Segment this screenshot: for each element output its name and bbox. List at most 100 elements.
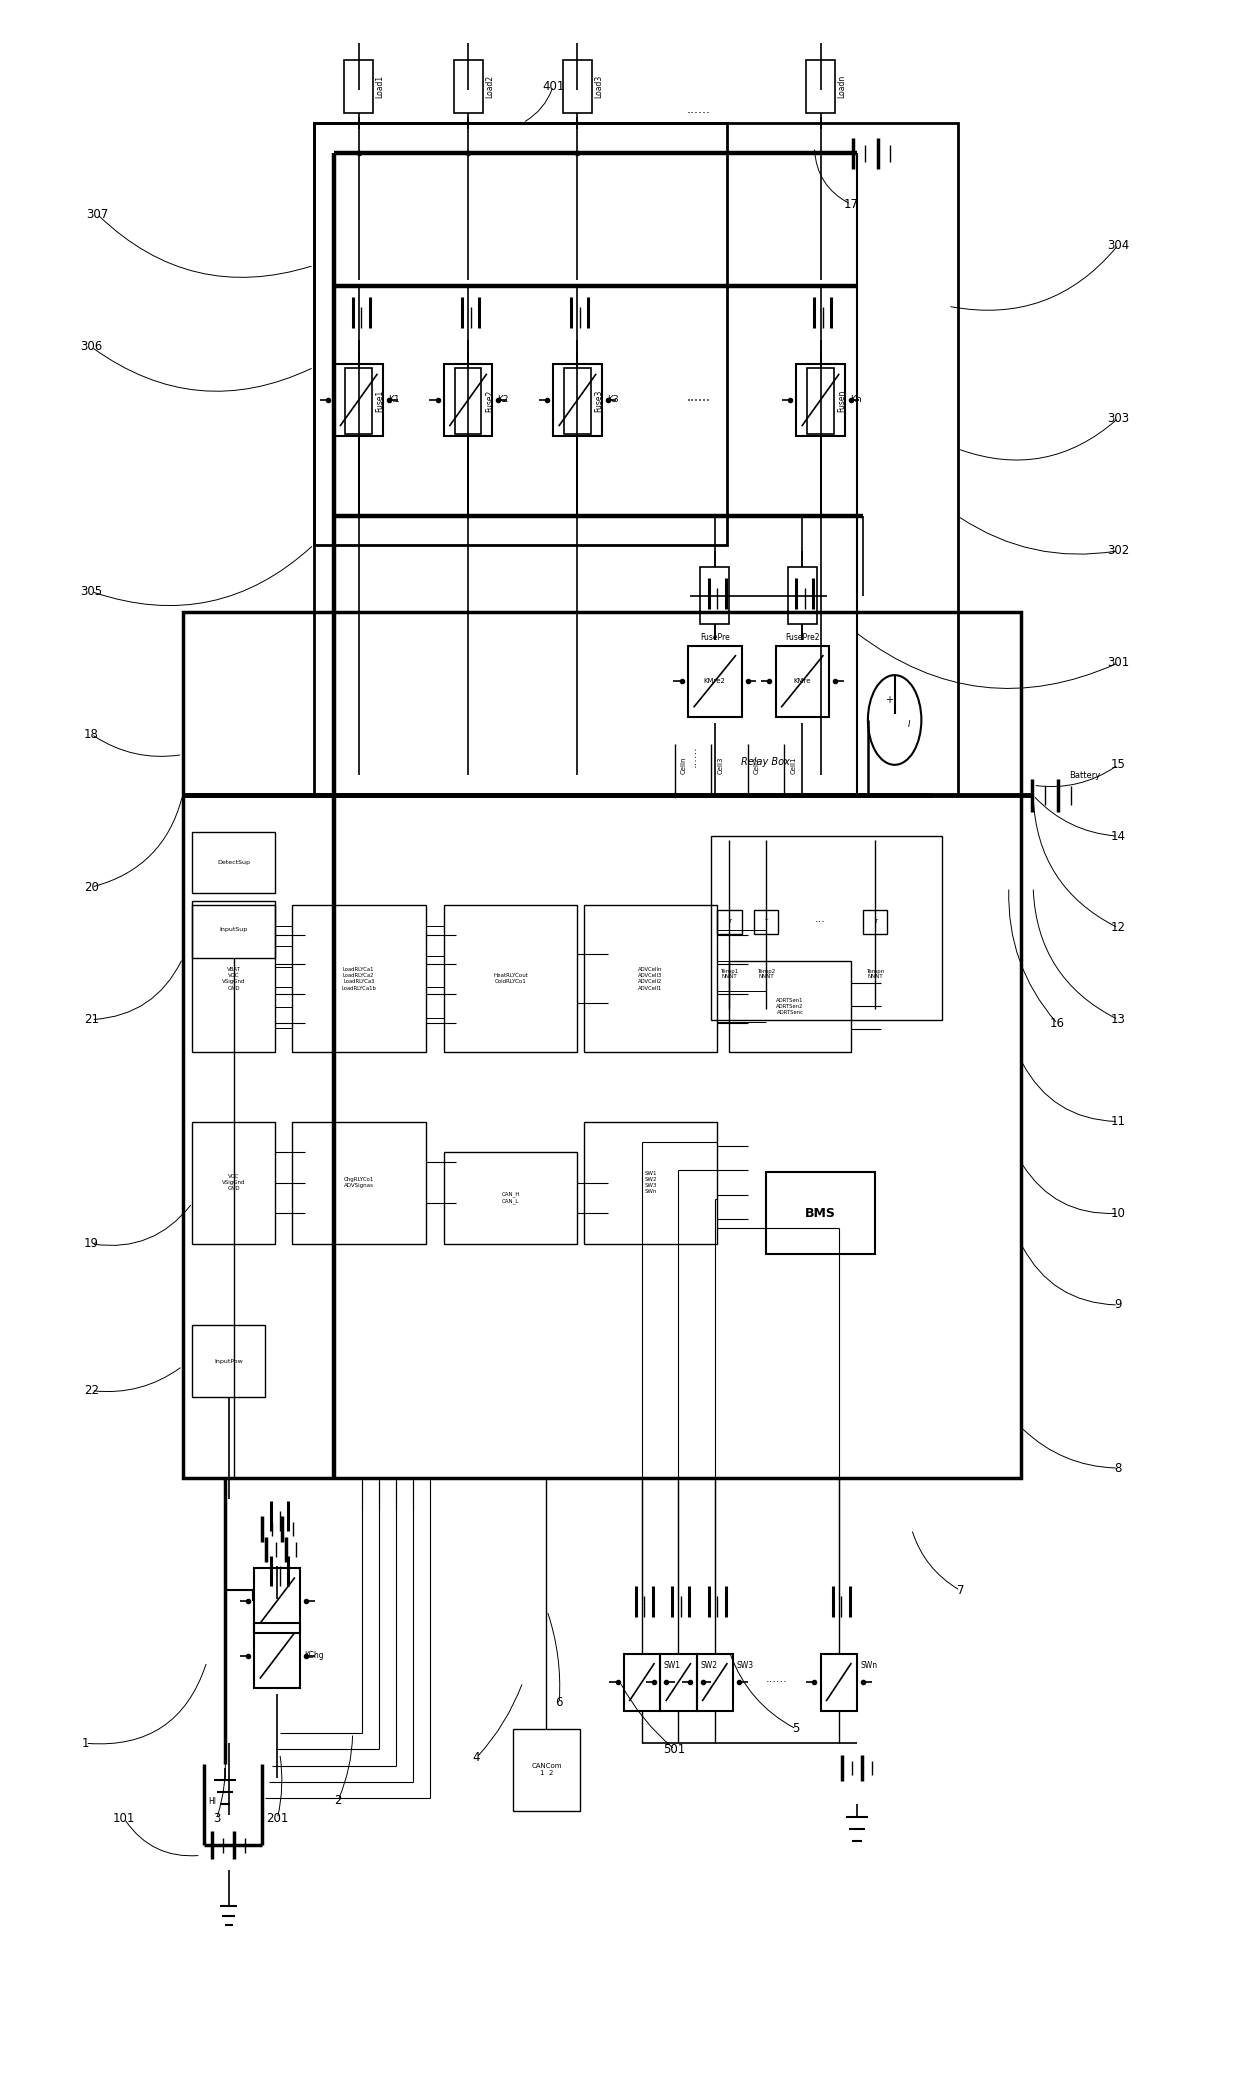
Text: 8: 8 — [1115, 1462, 1122, 1475]
Text: Celln: Celln — [681, 755, 687, 774]
Text: ChgRLYCo1
ADVSignas: ChgRLYCo1 ADVSignas — [343, 1177, 374, 1188]
Text: 501: 501 — [663, 1743, 686, 1756]
Text: 1: 1 — [82, 1737, 89, 1749]
Text: 2: 2 — [335, 1793, 342, 1808]
Bar — [455, 368, 481, 433]
Text: ...: ... — [815, 913, 826, 924]
Text: Kn: Kn — [849, 395, 862, 404]
Bar — [821, 1654, 857, 1710]
Text: ......: ...... — [687, 102, 711, 116]
Text: SW2: SW2 — [701, 1662, 717, 1670]
Text: Fuse1: Fuse1 — [376, 389, 384, 412]
Text: Fuse2: Fuse2 — [485, 389, 494, 412]
Text: Battery: Battery — [1070, 770, 1101, 780]
Text: K1: K1 — [388, 395, 399, 404]
Bar — [775, 645, 830, 718]
Text: Fuse3: Fuse3 — [594, 389, 604, 412]
Bar — [711, 836, 942, 1019]
Text: 4: 4 — [472, 1751, 480, 1764]
Text: Temp2
NNNT: Temp2 NNNT — [756, 969, 775, 980]
Text: 15: 15 — [1111, 759, 1126, 772]
Text: SWn: SWn — [861, 1662, 878, 1670]
Text: ADRTSen1
ADRTSen2
ADRTSenc: ADRTSen1 ADRTSen2 ADRTSenc — [776, 998, 804, 1015]
Text: 16: 16 — [1050, 1017, 1065, 1030]
Bar — [254, 1568, 300, 1633]
Text: 201: 201 — [267, 1812, 289, 1824]
Bar — [563, 60, 591, 112]
Bar — [584, 1121, 717, 1244]
Bar — [192, 901, 275, 959]
Text: 19: 19 — [84, 1238, 99, 1250]
Bar — [807, 368, 833, 433]
Text: KMre: KMre — [794, 678, 811, 684]
Text: K2: K2 — [497, 395, 508, 404]
Bar — [787, 568, 817, 624]
Text: DetectSup: DetectSup — [217, 861, 250, 865]
Text: 20: 20 — [84, 880, 99, 894]
Bar — [796, 364, 844, 435]
Text: 22: 22 — [84, 1383, 99, 1398]
Bar — [291, 1121, 425, 1244]
Text: Load3: Load3 — [594, 75, 604, 98]
Text: 6: 6 — [556, 1695, 563, 1710]
Text: 5: 5 — [792, 1722, 800, 1735]
Text: 7: 7 — [956, 1583, 963, 1597]
Bar — [697, 1654, 733, 1710]
Bar — [766, 1173, 875, 1254]
Text: Tempn
NNNT: Tempn NNNT — [866, 969, 884, 980]
Bar — [444, 905, 578, 1052]
Text: Loadn: Loadn — [837, 75, 847, 98]
Text: VBAT
VOC
VSigGnd
GND: VBAT VOC VSigGnd GND — [222, 967, 246, 990]
Bar — [688, 645, 742, 718]
Text: 305: 305 — [81, 584, 103, 599]
Bar — [624, 1654, 660, 1710]
Bar — [345, 60, 373, 112]
Bar — [291, 905, 425, 1052]
Text: T: T — [728, 919, 732, 924]
Text: Fusen: Fusen — [837, 389, 847, 412]
Text: 17: 17 — [843, 198, 858, 210]
Bar — [192, 832, 275, 892]
Text: 14: 14 — [1111, 830, 1126, 842]
Text: HI: HI — [208, 1797, 217, 1805]
Bar — [701, 568, 729, 624]
Text: Cell1: Cell1 — [790, 755, 796, 774]
Text: 303: 303 — [1107, 412, 1130, 424]
Bar — [564, 368, 590, 433]
Text: 302: 302 — [1107, 545, 1130, 557]
Bar — [754, 909, 777, 934]
Text: ......: ...... — [688, 745, 698, 768]
Text: 401: 401 — [542, 79, 564, 92]
Text: 11: 11 — [1111, 1115, 1126, 1127]
Text: ......: ...... — [766, 1674, 787, 1685]
Bar — [192, 905, 275, 1052]
Text: InputPow: InputPow — [215, 1358, 243, 1364]
Bar — [314, 123, 957, 795]
Bar — [346, 368, 372, 433]
Text: FusePre2: FusePre2 — [785, 634, 820, 643]
Text: Load2: Load2 — [485, 75, 494, 98]
Bar — [729, 961, 851, 1052]
Text: Cell2: Cell2 — [754, 757, 760, 774]
Bar — [584, 905, 717, 1052]
Bar — [444, 364, 492, 435]
Text: FusePre: FusePre — [699, 634, 729, 643]
Text: Temp1
NNNT: Temp1 NNNT — [720, 969, 739, 980]
Text: HeatRLYCout
ColdRLYCo1: HeatRLYCout ColdRLYCo1 — [494, 973, 528, 984]
Bar — [553, 364, 601, 435]
Text: 301: 301 — [1107, 657, 1130, 670]
Text: BMS: BMS — [805, 1206, 836, 1219]
Text: Load1: Load1 — [376, 75, 384, 98]
Text: 307: 307 — [87, 208, 109, 220]
Text: T: T — [764, 919, 768, 924]
Text: KMre2: KMre2 — [704, 678, 725, 684]
Bar — [806, 60, 835, 112]
Bar — [660, 1654, 697, 1710]
Text: 306: 306 — [81, 341, 103, 354]
Text: 10: 10 — [1111, 1206, 1126, 1219]
Text: 21: 21 — [84, 1013, 99, 1025]
Text: SW3: SW3 — [737, 1662, 754, 1670]
Bar — [182, 612, 1021, 1479]
Text: 101: 101 — [113, 1812, 135, 1824]
Bar — [717, 909, 742, 934]
